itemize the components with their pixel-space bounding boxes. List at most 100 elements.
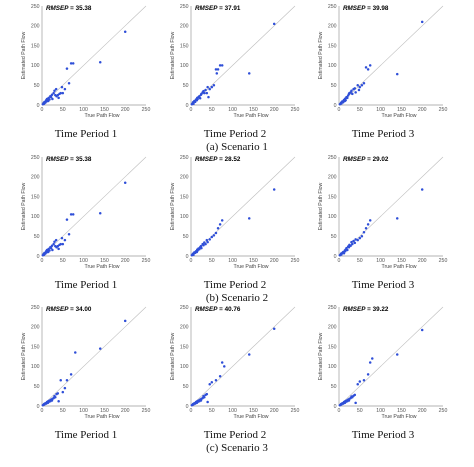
y-tick-label: 150 [328, 43, 337, 49]
x-tick-label: 50 [209, 258, 215, 264]
data-point [202, 244, 205, 247]
x-tick-label: 250 [439, 408, 448, 414]
y-tick-label: 250 [180, 155, 189, 161]
data-point [223, 365, 226, 368]
data-point [218, 223, 222, 226]
y-axis-label: Estimated Path Flow [318, 182, 324, 230]
y-tick-label: 50 [331, 234, 337, 240]
panel-title: Time Period 3 [352, 279, 415, 291]
y-tick-label: 150 [180, 43, 189, 49]
panel-title: Time Period 1 [55, 429, 118, 441]
data-point [356, 382, 359, 386]
data-point [59, 91, 62, 95]
panel-title: Time Period 2 [204, 429, 267, 441]
data-point [356, 83, 359, 87]
data-point [67, 232, 71, 236]
data-point [53, 240, 56, 243]
x-tick-label: 100 [376, 408, 385, 414]
rmsep-label: RMSEP = 40.76 [195, 306, 241, 313]
data-point [216, 227, 220, 230]
y-tick-label: 150 [31, 194, 40, 200]
y-tick-label: 0 [37, 254, 40, 260]
y-tick-label: 150 [328, 344, 337, 350]
data-point [354, 238, 357, 241]
data-point [346, 248, 349, 252]
rmsep-label: RMSEP = 28.52 [195, 156, 241, 163]
y-tick-label: 200 [328, 325, 337, 331]
x-tick-label: 0 [190, 107, 193, 113]
y-tick-label: 0 [186, 254, 189, 260]
data-point [57, 399, 60, 403]
data-point [74, 351, 77, 354]
y-axis-label: Estimated Path Flow [170, 182, 176, 230]
data-point [350, 240, 353, 244]
y-tick-label: 200 [328, 24, 337, 30]
x-tick-label: 150 [249, 408, 258, 414]
x-tick-label: 0 [41, 258, 44, 264]
data-point [342, 251, 346, 255]
y-tick-label: 50 [183, 234, 189, 240]
y-tick-label: 50 [331, 83, 337, 89]
data-point [206, 400, 209, 404]
x-tick-label: 0 [41, 408, 44, 414]
y-axis-label: Estimated Path Flow [21, 332, 27, 380]
data-point [63, 238, 67, 242]
data-point [358, 380, 362, 383]
x-tick-label: 100 [228, 258, 237, 264]
y-tick-label: 250 [328, 155, 337, 161]
x-tick-label: 50 [209, 107, 215, 113]
data-point [69, 213, 73, 216]
y-tick-label: 250 [31, 4, 40, 10]
x-tick-label: 200 [418, 258, 427, 264]
x-tick-label: 150 [397, 258, 406, 264]
data-point [49, 95, 53, 99]
x-tick-label: 200 [121, 258, 130, 264]
data-point [395, 217, 399, 220]
x-tick-label: 150 [249, 258, 258, 264]
scenario-caption: (b) Scenario 2 [206, 292, 268, 304]
data-point [272, 327, 276, 331]
x-tick-label: 250 [291, 107, 300, 113]
data-point [54, 238, 58, 242]
y-tick-label: 200 [180, 325, 189, 331]
data-point [214, 379, 218, 382]
x-axis-label: True Path Flow [85, 113, 120, 119]
scatter-panel-s2-p1: 0 50 100 150 200 250 0 50 100 150 200 250 True Path … [21, 155, 150, 291]
data-point [344, 98, 347, 102]
scatter-panel-s2-p2: 0 50 100 150 200 250 0 50 100 150 200 250 True Path … [170, 155, 299, 291]
data-point [354, 91, 357, 94]
x-axis-label: True Path Flow [85, 414, 120, 420]
data-point [123, 319, 127, 323]
y-axis-label: Estimated Path Flow [318, 332, 324, 380]
x-tick-label: 150 [100, 258, 109, 264]
y-tick-label: 200 [180, 175, 189, 181]
y-tick-label: 250 [31, 305, 40, 311]
data-point [351, 242, 354, 246]
data-point [61, 390, 65, 394]
data-point [207, 95, 210, 99]
y-tick-label: 150 [180, 194, 189, 200]
data-point [362, 81, 366, 85]
y-tick-label: 100 [31, 214, 40, 220]
x-tick-label: 150 [100, 107, 109, 113]
data-point [347, 246, 351, 249]
x-tick-label: 250 [142, 258, 151, 264]
data-point [212, 234, 216, 237]
y-tick-label: 250 [180, 4, 189, 10]
data-point [247, 72, 251, 75]
data-point [214, 231, 218, 235]
data-point [362, 230, 366, 234]
data-point [371, 357, 374, 360]
y-tick-label: 50 [34, 83, 40, 89]
data-point [49, 246, 53, 250]
data-point [358, 236, 362, 240]
reference-line [338, 5, 444, 106]
reference-line [41, 156, 147, 257]
y-axis-label: Estimated Path Flow [21, 182, 27, 230]
x-tick-label: 250 [142, 408, 151, 414]
x-tick-label: 50 [60, 408, 66, 414]
data-point [52, 242, 55, 246]
y-tick-label: 50 [34, 384, 40, 390]
y-tick-label: 200 [31, 325, 40, 331]
data-point [210, 85, 214, 89]
